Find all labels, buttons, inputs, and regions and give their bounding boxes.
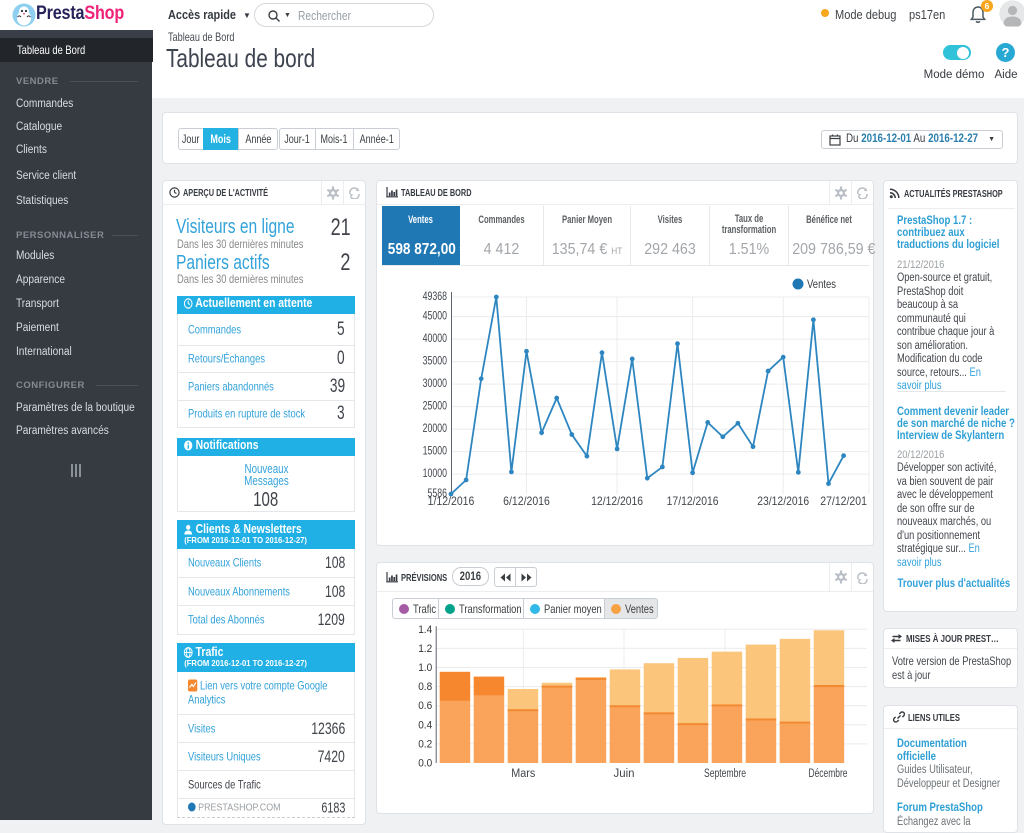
svg-text:0.4: 0.4 [418,719,432,731]
svg-text:30000: 30000 [423,378,447,390]
svg-text:49368: 49368 [423,291,447,303]
svg-text:23/12/2016: 23/12/2016 [757,494,809,508]
svg-text:Mars: Mars [511,768,535,780]
svg-text:5586: 5586 [428,488,447,500]
svg-text:10000: 10000 [423,468,447,480]
svg-text:Décembre: Décembre [809,768,848,780]
svg-text:Septembre: Septembre [704,768,746,780]
svg-text:15000: 15000 [423,446,447,458]
svg-text:0.2: 0.2 [418,738,432,750]
svg-text:1.2: 1.2 [418,643,432,655]
svg-text:17/12/2016: 17/12/2016 [667,494,719,508]
svg-text:0.6: 0.6 [418,700,432,712]
svg-text:1/12/2016: 1/12/2016 [428,494,475,508]
svg-text:Ventes: Ventes [807,277,836,291]
svg-text:1.0: 1.0 [418,662,432,674]
svg-text:12/12/2016: 12/12/2016 [591,494,643,508]
svg-text:45000: 45000 [423,311,447,323]
svg-text:27/12/201: 27/12/201 [820,494,867,508]
svg-text:6/12/2016: 6/12/2016 [503,494,550,508]
svg-text:0.8: 0.8 [418,681,432,693]
svg-text:1.4: 1.4 [418,624,432,636]
svg-text:0.0: 0.0 [418,758,432,770]
svg-text:20000: 20000 [423,423,447,435]
svg-text:35000: 35000 [423,356,447,368]
svg-text:25000: 25000 [423,401,447,413]
svg-text:Juin: Juin [614,768,635,780]
svg-text:40000: 40000 [423,333,447,345]
